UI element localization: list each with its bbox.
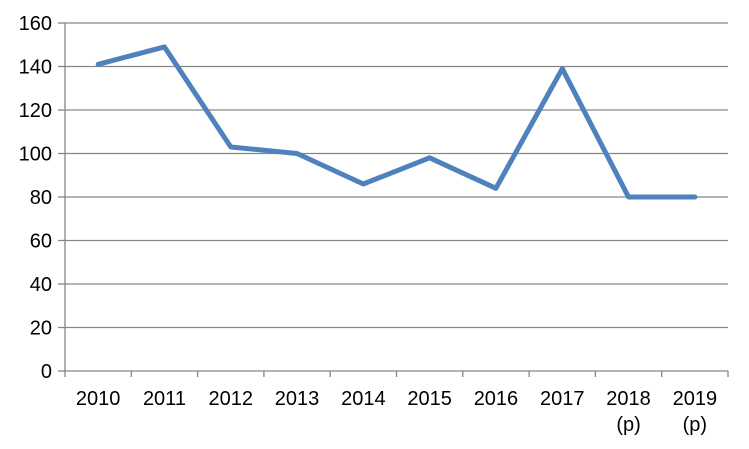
x-tick-label: 2013 — [275, 388, 320, 410]
y-tick-label: 100 — [19, 144, 52, 166]
x-tick-label: 2019 — [673, 388, 718, 410]
y-tick-label: 20 — [30, 318, 52, 340]
y-tick-label: 0 — [41, 361, 52, 383]
y-tick-label: 140 — [19, 57, 52, 79]
data-line-series — [95, 44, 698, 200]
x-tick-label: 2018 — [606, 388, 651, 410]
x-tick-label: 2010 — [76, 388, 121, 410]
y-tick-marks — [58, 22, 65, 372]
x-tick-label: 2011 — [143, 388, 186, 410]
y-tick-label: 80 — [30, 187, 52, 209]
x-tick-label: 2017 — [540, 388, 585, 410]
x-axis-labels: 2010 2011 2012 2013 2014 2015 2016 2017 2018 (p) 2… — [76, 388, 717, 436]
y-tick-label: 160 — [19, 13, 52, 35]
x-tick-label: (p) — [683, 414, 707, 436]
y-axis-labels: 0 20 40 60 80 100 120 140 160 — [19, 13, 52, 383]
x-tick-label: 2016 — [474, 388, 519, 410]
x-tick-label: 2014 — [341, 388, 386, 410]
x-tick-label: 2015 — [407, 388, 452, 410]
x-tick-marks — [64, 371, 729, 377]
y-tick-label: 120 — [19, 100, 52, 122]
x-tick-label: 2012 — [209, 388, 254, 410]
y-tick-label: 40 — [30, 274, 52, 296]
y-gridlines — [65, 22, 728, 329]
y-tick-label: 60 — [30, 231, 52, 253]
x-tick-label: (p) — [616, 414, 640, 436]
